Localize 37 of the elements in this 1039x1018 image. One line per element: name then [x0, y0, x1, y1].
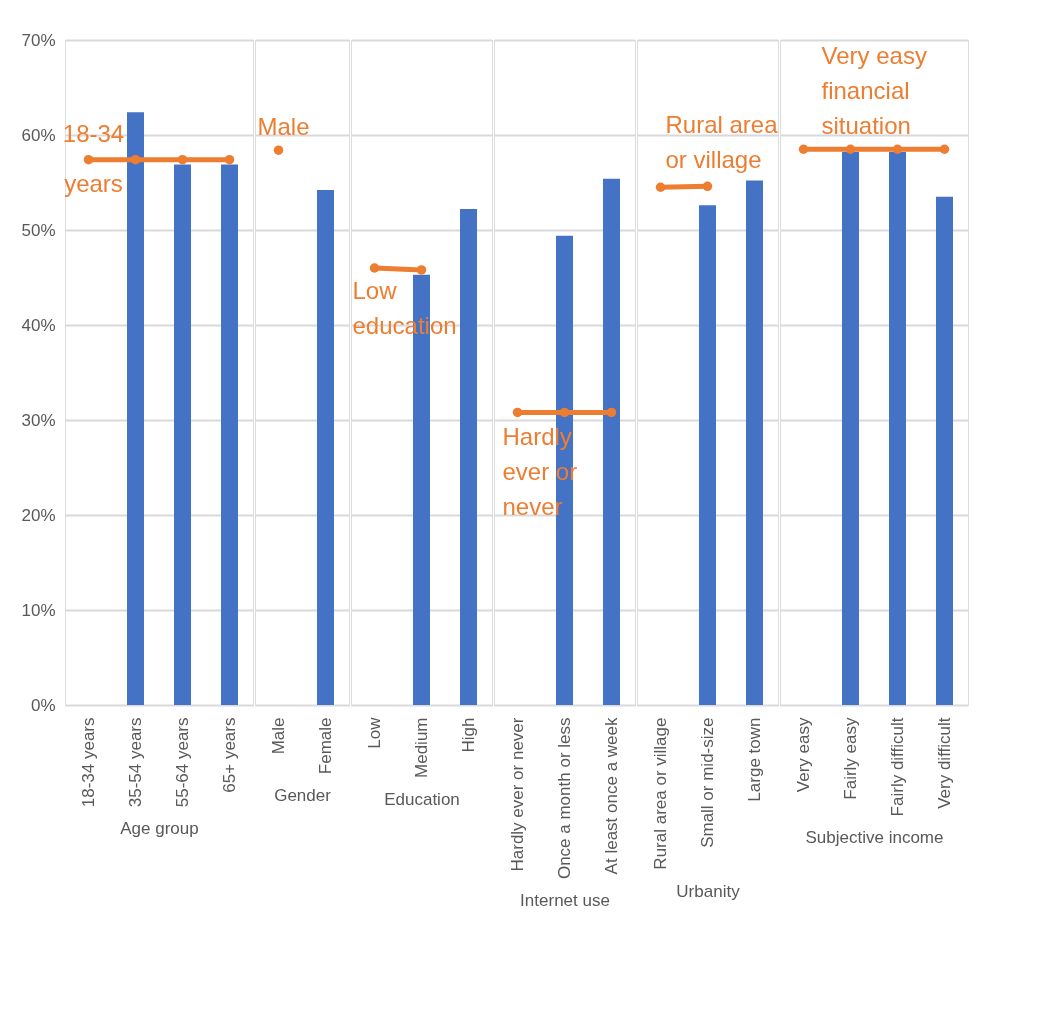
x-axis-title: Age group — [120, 819, 199, 839]
x-tick-label: Very difficult — [934, 717, 954, 809]
x-axis-title: Education — [384, 789, 460, 809]
x-axis-title: Gender — [274, 786, 332, 806]
x-tick-label: Low — [364, 716, 384, 749]
y-tick-label: 10% — [21, 600, 56, 620]
annotation: Male — [257, 113, 310, 141]
x-tick-label: Fairly difficult — [887, 717, 907, 817]
x-tick-label: 65+ years — [219, 717, 239, 793]
x-tick-label: Medium — [411, 717, 431, 778]
y-tick-label: 60% — [21, 125, 56, 145]
y-tick-label: 30% — [21, 410, 56, 430]
x-tick-label: Female — [315, 717, 335, 775]
y-tick-label: 20% — [21, 505, 56, 525]
x-tick-label: Once a month or less — [554, 717, 574, 880]
x-tick-label: Fairly easy — [840, 717, 860, 800]
x-axis-title: Urbanity — [676, 881, 741, 901]
x-tick-label: At least once a week — [601, 717, 621, 875]
annotation: Rural area or village — [665, 111, 779, 174]
x-tick-label: High — [458, 717, 478, 753]
y-tick-label: 40% — [21, 315, 56, 335]
y-tick-label: 50% — [21, 220, 56, 240]
x-axis-title: Subjective income — [805, 828, 944, 848]
x-tick-label: 18-34 years — [78, 717, 98, 808]
x-tick-label: 35-54 years — [125, 717, 145, 808]
x-tick-label: Hardly ever or never — [507, 717, 527, 872]
y-tick-label: 70% — [21, 30, 56, 50]
x-tick-label: Large town — [744, 717, 764, 802]
annotation: 18-34 years — [62, 119, 125, 197]
x-tick-label: Male — [268, 717, 288, 755]
x-tick-label: Small or mid-size — [697, 717, 717, 848]
y-tick-label: 0% — [30, 695, 56, 715]
x-tick-label: Very easy — [793, 717, 813, 793]
x-axis-title: Internet use — [520, 891, 610, 911]
x-tick-label: 55-64 years — [172, 717, 192, 808]
annotation: Very easy financial situation — [821, 42, 927, 140]
x-tick-label: Rural area or village — [650, 717, 670, 870]
